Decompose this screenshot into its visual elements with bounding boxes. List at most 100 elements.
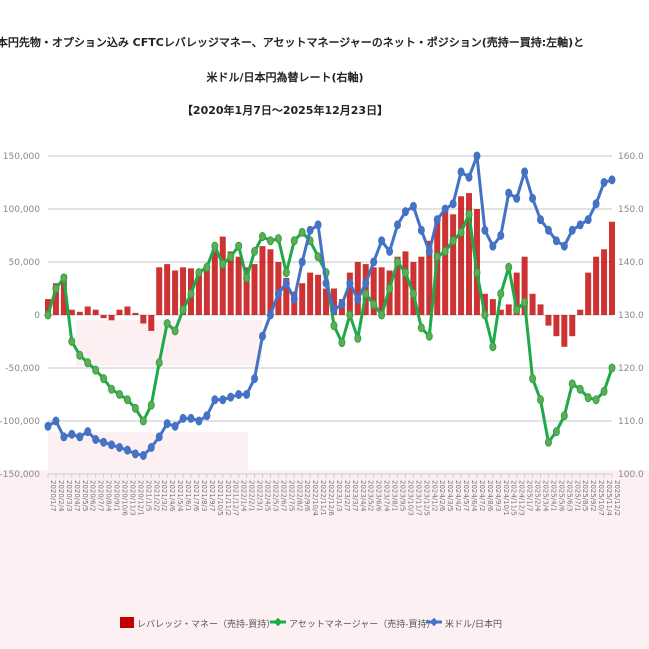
asset-manager-point (513, 305, 521, 315)
bar-leveraged-money (267, 249, 274, 315)
right-tick-label: 100.0 (618, 470, 644, 480)
asset-manager-point (76, 350, 84, 360)
asset-manager-point (139, 416, 147, 426)
usdjpy-point (203, 411, 211, 421)
usdjpy-point (211, 395, 219, 405)
x-tick-label: 2024/5/7 (462, 480, 470, 511)
bar-leveraged-money (148, 315, 155, 331)
asset-manager-point (441, 246, 449, 256)
usdjpy-point (417, 225, 425, 235)
usdjpy-point (394, 220, 402, 230)
asset-manager-point (600, 386, 608, 396)
usdjpy-point (409, 201, 417, 211)
x-tick-label: 2025/5/6 (557, 480, 565, 512)
usdjpy-point (322, 278, 330, 288)
x-tick-label: 2025/8/5 (581, 480, 589, 511)
bar-leveraged-money (450, 214, 457, 315)
bar-leveraged-money (92, 309, 99, 315)
x-tick-label: 2021/11/2 (224, 480, 232, 516)
bar-leveraged-money (481, 293, 488, 315)
legend-diamond-green-icon (273, 617, 283, 627)
x-tick-label: 2024/6/4 (470, 480, 478, 512)
usdjpy-point (92, 435, 100, 445)
bar-leveraged-money (323, 288, 330, 315)
x-tick-label: 2020/12/1 (136, 480, 144, 516)
bar-leveraged-money (60, 274, 67, 315)
usdjpy-point (235, 390, 243, 399)
asset-manager-point (211, 241, 219, 251)
asset-manager-point (362, 289, 370, 299)
asset-manager-point (282, 268, 290, 278)
asset-manager-point (592, 395, 600, 405)
usdjpy-point (163, 419, 171, 429)
x-tick-label: 2021/6/1 (184, 480, 192, 511)
x-tick-label: 2025/4/1 (549, 480, 557, 511)
asset-manager-point (465, 209, 473, 219)
x-tick-label: 2020/11/3 (128, 480, 136, 516)
usdjpy-point (227, 392, 235, 402)
x-tick-label: 2020/4/7 (73, 480, 81, 511)
x-tick-label: 2020/9/1 (113, 480, 121, 511)
bar-leveraged-money (172, 270, 179, 315)
asset-manager-point (108, 384, 116, 394)
right-tick-label: 130.0 (618, 311, 644, 321)
x-tick-label: 2024/4/2 (454, 480, 462, 511)
bar-leveraged-money (402, 251, 409, 315)
asset-manager-point (537, 395, 545, 405)
x-tick-label: 2022/9/6 (303, 480, 311, 512)
x-tick-label: 2020/1/7 (49, 480, 57, 511)
x-tick-label: 2025/9/2 (589, 480, 597, 511)
asset-manager-point (560, 411, 568, 421)
asset-manager-point (163, 318, 171, 328)
usdjpy-point (600, 178, 608, 187)
asset-manager-point (251, 246, 259, 256)
usdjpy-point (513, 193, 521, 203)
x-tick-label: 2024/9/3 (494, 480, 502, 511)
bar-leveraged-money (203, 267, 210, 315)
usdjpy-point (489, 241, 497, 251)
usdjpy-point (44, 421, 52, 431)
x-tick-label: 2020/5/5 (81, 480, 89, 511)
right-axis-ticks: 160.0 150.0 140.0 130.0 120.0 110.0 100.0 (618, 152, 644, 480)
bar-leveraged-money (315, 274, 322, 315)
asset-manager-point (449, 236, 457, 246)
usdjpy-point (108, 440, 116, 450)
bar-leveraged-money (370, 267, 377, 315)
x-tick-label: 2021/7/6 (192, 480, 200, 512)
asset-manager-point (52, 284, 60, 293)
asset-manager-point (497, 289, 505, 299)
bar-leveraged-money (219, 236, 226, 315)
usdjpy-point (537, 215, 545, 225)
usdjpy-point (155, 432, 163, 442)
asset-manager-point (346, 310, 354, 320)
usdjpy-point (314, 220, 322, 230)
bar-leveraged-money (195, 272, 202, 315)
usdjpy-point (481, 225, 489, 235)
asset-manager-point (473, 268, 481, 278)
usdjpy-point (84, 427, 92, 437)
bar-leveraged-money (609, 221, 615, 315)
usdjpy-point (100, 437, 108, 447)
chart-title-line1: 日本円先物・オプション込み CFTCレバレッジマネー、アセットマネージャーのネッ… (0, 35, 584, 49)
usdjpy-point (529, 193, 537, 203)
usdjpy-point (449, 199, 457, 209)
bar-leveraged-money (593, 256, 600, 315)
asset-manager-point (314, 252, 322, 262)
asset-manager-point (187, 289, 195, 299)
asset-manager-point (147, 400, 155, 410)
usdjpy-point (171, 421, 179, 431)
usdjpy-point (346, 278, 354, 288)
bar-leveraged-money (307, 272, 314, 315)
bar-leveraged-money (585, 272, 592, 315)
usdjpy-point (195, 416, 203, 426)
asset-manager-point (60, 273, 68, 283)
x-tick-label: 2022/2/1 (248, 480, 256, 511)
usdjpy-point (473, 151, 481, 161)
usdjpy-point (306, 225, 314, 235)
asset-manager-point (203, 262, 211, 272)
x-tick-label: 2022/5/3 (271, 480, 279, 511)
asset-manager-point (115, 390, 123, 399)
x-tick-label: 2023/2/7 (343, 480, 351, 511)
x-tick-label: 2021/4/6 (168, 480, 176, 512)
x-tick-label: 2020/6/2 (89, 480, 97, 511)
